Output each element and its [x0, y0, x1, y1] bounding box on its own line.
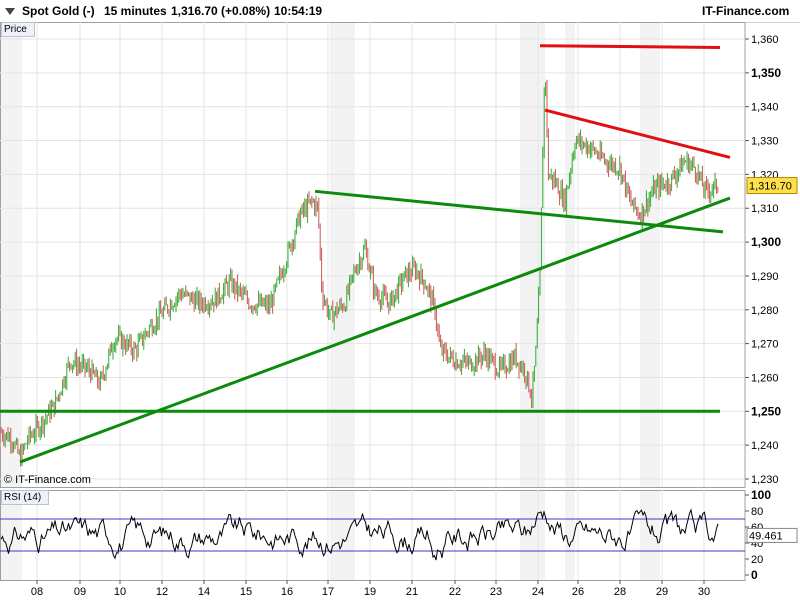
x-tick-label-5: 15	[240, 586, 252, 598]
rsi-session-band-4	[640, 490, 660, 580]
price-tick-label-2: 1,250	[751, 404, 781, 418]
last-price-badge	[746, 177, 798, 195]
x-tick-label-6: 16	[281, 586, 293, 598]
session-band-2	[520, 22, 545, 487]
trendline-green-0	[19, 196, 731, 464]
price-tick-label-8: 1,310	[751, 203, 779, 215]
brand-label: IT-Finance.com	[702, 4, 790, 18]
x-tick-label-4: 14	[198, 586, 210, 598]
price-tick-label-5: 1,280	[751, 305, 779, 317]
session-band-4	[640, 22, 660, 487]
rsi-session-band-1	[330, 490, 355, 580]
price-tick-label-0: 1,230	[751, 474, 779, 486]
rsi-session-band-3	[565, 490, 575, 580]
price-tick-label-12: 1,350	[751, 66, 781, 80]
trendline-red-4	[544, 108, 731, 159]
x-tick-label-11: 23	[490, 586, 502, 598]
trendline-green-1	[314, 189, 724, 234]
session-band-0	[0, 22, 22, 487]
x-tick-label-9: 21	[406, 586, 418, 598]
copyright-label: © IT-Finance.com	[4, 474, 91, 486]
price-panel-frame	[0, 22, 746, 488]
rsi-session-band-2	[520, 490, 545, 580]
x-tick-label-13: 26	[572, 586, 584, 598]
price-tick-label-1: 1,240	[751, 440, 779, 452]
rsi-tick-label-5: 0	[751, 568, 758, 582]
price-tick-label-13: 1,360	[751, 34, 779, 46]
price-tick-label-4: 1,270	[751, 339, 779, 351]
price-panel-label: Price	[1, 22, 35, 37]
x-tick-label-7: 17	[322, 586, 334, 598]
rsi-tick-label-0: 100	[751, 488, 771, 502]
last-price-label: 1,316.70	[749, 181, 792, 193]
rsi-panel-label: RSI (14)	[1, 490, 49, 505]
price-tick-label-11: 1,340	[751, 102, 779, 114]
rsi-tick-label-4: 20	[751, 554, 763, 566]
price-tick-label-10: 1,330	[751, 136, 779, 148]
collapse-arrow-icon[interactable]	[4, 5, 16, 17]
x-tick-label-15: 29	[656, 586, 668, 598]
x-tick-label-0: 08	[31, 586, 43, 598]
session-band-1	[330, 22, 355, 487]
rsi-tick-label-1: 80	[751, 506, 763, 518]
x-tick-label-3: 12	[156, 586, 168, 598]
rsi-line	[0, 508, 719, 561]
x-tick-label-8: 19	[364, 586, 376, 598]
timeframe-label: 15 minutes	[104, 4, 167, 18]
price-change-label: 1,316.70 (+0.08%)	[171, 4, 271, 18]
x-tick-label-12: 24	[532, 586, 544, 598]
x-tick-label-10: 22	[449, 586, 461, 598]
trendline-red-3	[539, 44, 721, 49]
price-tick-label-7: 1,300	[751, 235, 781, 249]
price-tick-label-6: 1,290	[751, 271, 779, 283]
rsi-last-label: 49.461	[749, 530, 783, 542]
rsi-panel-frame	[0, 490, 746, 581]
x-tick-label-14: 28	[614, 586, 626, 598]
price-tick-label-3: 1,260	[751, 372, 779, 384]
time-label: 10:54:19	[274, 4, 323, 18]
x-tick-label-2: 10	[114, 586, 126, 598]
chart-header: Spot Gold (-) 15 minutes 1,316.70 (+0.08…	[0, 0, 800, 23]
rsi-session-band-0	[0, 490, 22, 580]
instrument-title: Spot Gold (-)	[22, 4, 95, 18]
x-tick-label-1: 09	[74, 586, 86, 598]
rsi-last-badge	[746, 527, 798, 543]
session-band-3	[565, 22, 575, 487]
x-tick-label-16: 30	[698, 586, 710, 598]
